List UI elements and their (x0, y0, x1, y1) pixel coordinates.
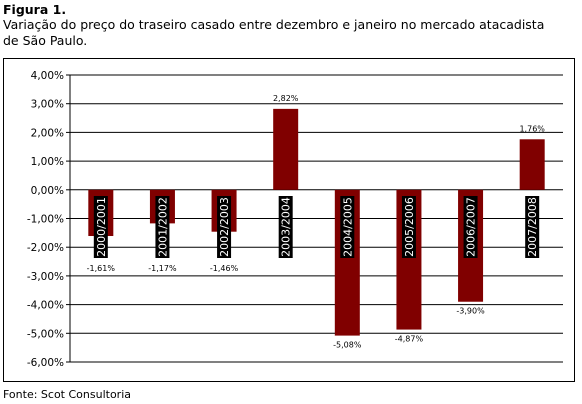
y-tick-label: -3,00% (27, 271, 64, 283)
category-label-bg (463, 196, 478, 258)
category-label-bg (217, 196, 232, 258)
category-label-bg (525, 196, 540, 258)
y-axis: 4,00% 3,00% 2,00% 1,00% 0,00% -1,00% -2,00% -3,… (27, 70, 71, 369)
value-labels: -1,61% -1,17% -1,46% 2,82% -5,08% -4,87% -3,90… (87, 94, 546, 350)
value-label: -1,46% (210, 264, 239, 273)
y-tick-label: -2,00% (27, 242, 64, 254)
category-label: 2005/2006 (403, 197, 416, 257)
y-tick-label: 0,00% (31, 185, 64, 197)
category-label-bg (93, 196, 108, 258)
y-tick-label: -5,00% (27, 328, 64, 340)
value-label: -3,90% (456, 307, 485, 316)
category-label-bg (155, 196, 170, 258)
category-label: 2003/2004 (280, 197, 293, 257)
y-tick-label: -6,00% (27, 357, 64, 369)
figure-source: Fonte: Scot Consultoria (3, 388, 131, 401)
value-label: -5,08% (333, 341, 362, 350)
category-label: 2007/2008 (526, 197, 539, 257)
category-label: 2004/2005 (341, 197, 354, 257)
gridlines (70, 74, 563, 363)
category-labels: 2000/2001 2001/2002 2002/2003 2003/2004 2004… (93, 196, 540, 258)
bar (519, 139, 545, 190)
figure-caption: Variação do preço do traseiro casado ent… (3, 17, 545, 48)
category-label: 2001/2002 (156, 197, 169, 257)
category-label-bg (340, 196, 355, 258)
y-tick-label: 1,00% (31, 156, 64, 168)
y-tick-label: -4,00% (27, 300, 64, 312)
y-tick-label: 4,00% (31, 70, 64, 82)
value-label: -4,87% (395, 335, 424, 344)
value-label: -1,61% (87, 264, 116, 273)
category-label: 2000/2001 (95, 197, 108, 257)
value-label: -1,17% (148, 264, 177, 273)
value-label: 1,76% (519, 124, 545, 133)
category-label-bg (401, 196, 416, 258)
value-label: 2,82% (273, 94, 299, 103)
y-tick-label: 3,00% (31, 99, 64, 111)
category-label-bg (278, 196, 293, 258)
category-label: 2002/2003 (218, 197, 231, 257)
y-tick-label: 2,00% (31, 127, 64, 139)
chart-frame (3, 58, 575, 382)
figure-label: Figura 1. (3, 2, 67, 17)
category-label: 2006/2007 (465, 197, 478, 257)
bar (273, 108, 299, 190)
y-tick-label: -1,00% (27, 214, 64, 226)
